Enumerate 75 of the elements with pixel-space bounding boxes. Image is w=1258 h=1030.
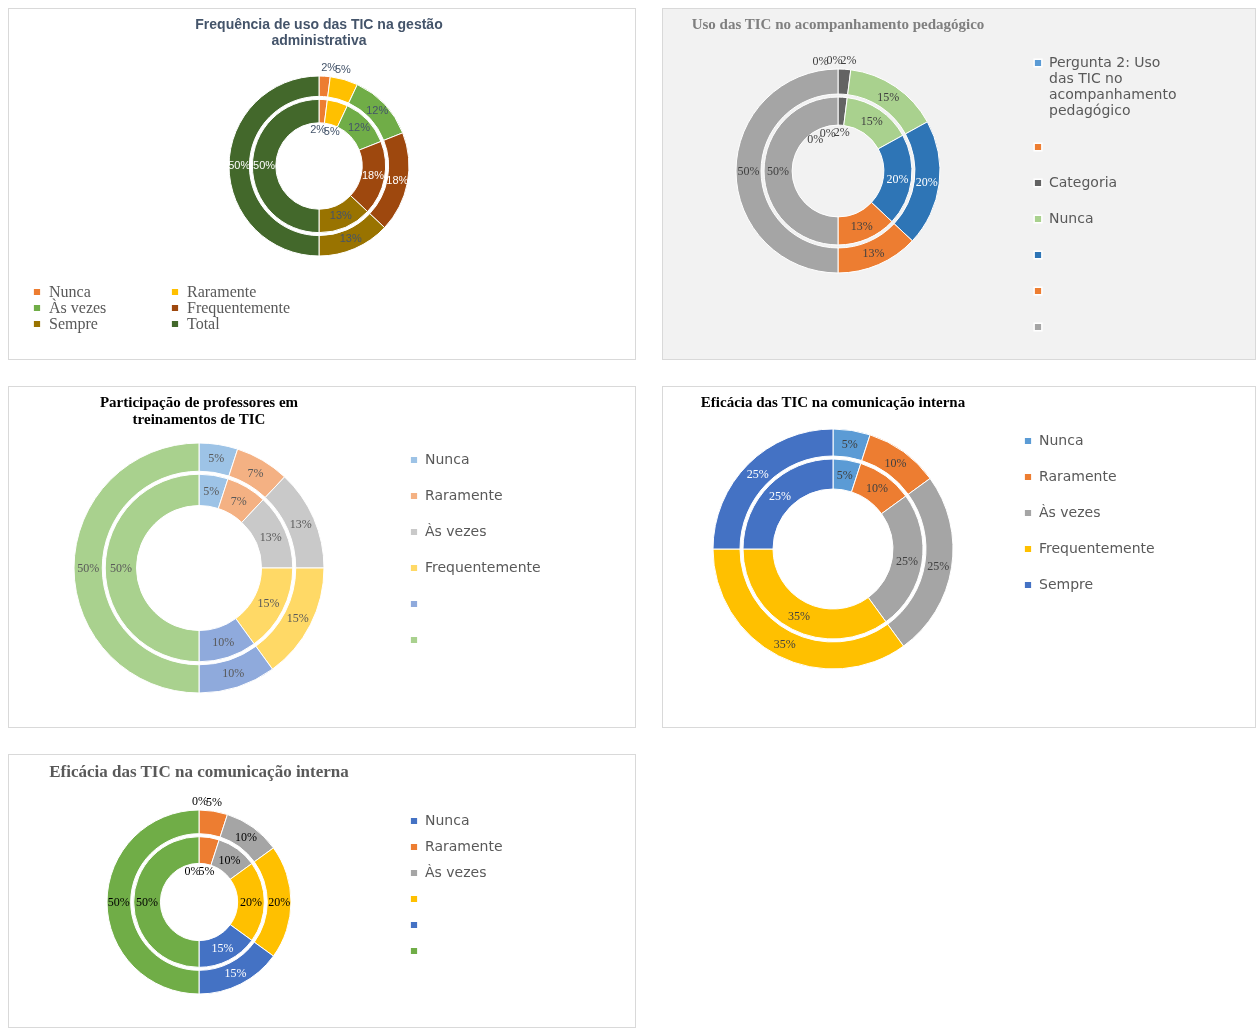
legend-label: Nunca xyxy=(49,283,91,300)
data-label: 35% xyxy=(773,636,796,651)
data-label: 15% xyxy=(224,966,247,981)
data-label: 5% xyxy=(208,451,225,466)
legend-label: Raramente xyxy=(187,283,257,300)
legend-label: Às vezes xyxy=(1039,504,1101,520)
legend-label: Nunca xyxy=(425,451,470,467)
data-label: 50% xyxy=(253,159,276,171)
data-label: 25% xyxy=(746,466,769,481)
chart-title: Uso das TIC no acompanhamento pedagógico xyxy=(691,16,985,32)
data-label: 10% xyxy=(235,830,258,845)
data-label: 50% xyxy=(107,895,130,909)
data-label: 15% xyxy=(257,596,280,611)
text: 0% xyxy=(812,54,829,69)
legend-label: Sempre xyxy=(1039,576,1094,592)
data-label: 15% xyxy=(877,90,900,104)
data-label: 18% xyxy=(361,169,385,182)
data-label: 13% xyxy=(862,246,885,261)
data-label: 50% xyxy=(77,561,100,575)
chart-title: Eficácia das TIC na comunicação interna xyxy=(700,394,966,410)
legend-label: Às vezes xyxy=(425,864,487,880)
legend-label: Categoria xyxy=(1049,174,1118,190)
chart-title: Eficácia das TIC na comunicação interna xyxy=(49,762,350,781)
data-label: 13% xyxy=(339,232,362,245)
data-label: 20% xyxy=(915,175,938,190)
data-label: 10% xyxy=(218,852,241,867)
data-label: 50% xyxy=(767,164,790,178)
data-label: 13% xyxy=(329,209,353,222)
data-label: 35% xyxy=(787,608,810,623)
data-label: 20% xyxy=(239,895,262,909)
legend-label: Nunca xyxy=(425,812,470,828)
legend-label: Frequentemente xyxy=(1039,540,1155,556)
legend-label: Pergunta 2: Uso das TIC no acompanhamento pedagógico xyxy=(1049,54,1177,118)
legend-label: Nunca xyxy=(1049,210,1094,226)
data-label: 10% xyxy=(866,481,889,496)
legend-label: Total xyxy=(187,315,221,332)
legend-label: Raramente xyxy=(1039,468,1117,484)
data-label: 2% xyxy=(840,53,857,68)
data-label: 13% xyxy=(850,219,873,233)
data-label: 15% xyxy=(860,114,883,129)
data-label: 7% xyxy=(230,493,247,508)
legend-label: Frequentemente xyxy=(425,559,541,575)
data-label: 25% xyxy=(927,558,950,573)
data-label: 13% xyxy=(289,516,312,531)
data-label: 15% xyxy=(211,941,234,956)
data-label: 50% xyxy=(737,164,760,178)
data-label: 13% xyxy=(259,529,282,544)
legend-label: Nunca xyxy=(1039,432,1084,448)
data-label: 15% xyxy=(286,611,309,626)
legend-label: Frequentemente xyxy=(187,299,291,317)
legend-label: Às vezes xyxy=(49,298,107,316)
data-label: 20% xyxy=(268,895,291,909)
chart-title: Frequência de uso das TIC na gestão administrativa xyxy=(195,15,443,48)
data-label: 50% xyxy=(109,561,132,575)
legend-label: Raramente xyxy=(425,838,503,854)
legend-label: Sempre xyxy=(49,315,98,333)
data-label: 5% xyxy=(203,483,220,498)
data-label: 25% xyxy=(768,488,791,503)
data-label: 5% xyxy=(836,467,853,482)
data-label: 10% xyxy=(884,455,907,470)
chart-title: Participação de professores em treinamentos de TIC xyxy=(99,394,299,427)
data-label: 5% xyxy=(198,864,215,879)
data-label: 20% xyxy=(886,171,909,186)
data-label: 12% xyxy=(366,104,389,117)
legend-label: Raramente xyxy=(425,487,503,503)
text: 0% xyxy=(184,864,201,879)
data-label: 12% xyxy=(348,121,371,134)
data-label: 5% xyxy=(841,436,858,451)
text: 0% xyxy=(826,53,843,68)
data-label: 25% xyxy=(896,553,919,568)
data-label: 10% xyxy=(222,666,245,681)
data-label: 7% xyxy=(247,465,264,480)
data-label: 10% xyxy=(212,635,235,650)
data-label: 50% xyxy=(136,895,159,909)
legend-label: Às vezes xyxy=(425,523,487,539)
